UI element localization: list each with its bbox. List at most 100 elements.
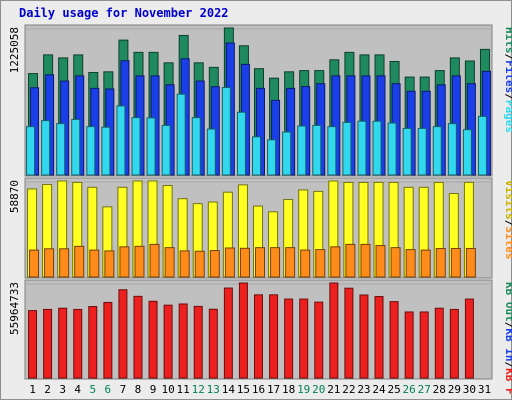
bar-pages-4 (71, 118, 81, 176)
x-tick-label-1: 1 (29, 383, 36, 396)
legend-top: Hits/Files/Pages (503, 27, 512, 133)
bar-pages-22 (342, 121, 352, 176)
bar-sites-26 (405, 249, 416, 278)
bar-kbytes-10 (163, 304, 173, 379)
legend-part: KB F (503, 368, 512, 395)
bar-pages-7 (116, 105, 126, 176)
bar-sites-7 (119, 246, 130, 278)
legend-part: / (503, 93, 512, 100)
x-tick-label-24: 24 (372, 383, 386, 396)
bar-pages-10 (161, 124, 171, 176)
x-tick-label-31: 31 (478, 383, 491, 396)
legend-part: Visits (503, 180, 512, 220)
bar-kbytes-3 (58, 307, 68, 379)
x-tick-label-15: 15 (237, 383, 250, 396)
bar-pages-28 (432, 126, 442, 176)
bar-sites-14 (224, 247, 235, 278)
chart-marks (26, 27, 491, 379)
bar-sites-30 (465, 247, 476, 278)
x-tick-label-10: 10 (161, 383, 174, 396)
bar-sites-24 (375, 245, 386, 278)
bar-sites-18 (285, 247, 296, 278)
bar-pages-25 (387, 122, 397, 176)
bar-sites-3 (59, 248, 70, 278)
bar-pages-11 (176, 93, 186, 176)
x-tick-label-12: 12 (192, 383, 205, 396)
bar-sites-20 (315, 249, 326, 278)
bar-pages-1 (26, 126, 36, 176)
bar-pages-2 (41, 120, 51, 176)
bar-pages-31 (477, 115, 487, 176)
x-tick-label-4: 4 (74, 383, 81, 396)
x-tick-label-25: 25 (387, 383, 400, 396)
x-tick-label-11: 11 (177, 383, 190, 396)
legend-part: Pages (503, 100, 512, 133)
bar-sites-8 (134, 245, 145, 278)
x-tick-label-5: 5 (89, 383, 96, 396)
bar-kbytes-18 (284, 298, 294, 379)
x-tick-label-2: 2 (44, 383, 51, 396)
x-tick-label-13: 13 (207, 383, 220, 396)
bar-pages-21 (327, 126, 337, 176)
bar-kbytes-17 (269, 294, 279, 379)
bar-sites-16 (255, 247, 265, 278)
y-max-label-hits-files-pages: 1225058 (8, 27, 21, 73)
x-tick-label-9: 9 (150, 383, 157, 396)
bar-pages-20 (312, 124, 322, 176)
bar-sites-4 (74, 245, 85, 278)
legend-bottom: KB Out/KB In/KB F (503, 282, 512, 395)
bar-kbytes-15 (238, 282, 248, 379)
bar-kbytes-7 (118, 289, 128, 379)
x-tick-label-27: 27 (418, 383, 431, 396)
bar-kbytes-1 (28, 310, 38, 379)
x-tick-label-18: 18 (282, 383, 295, 396)
bar-kbytes-20 (314, 301, 324, 379)
bar-kbytes-23 (359, 294, 369, 379)
bar-kbytes-14 (223, 287, 233, 379)
bar-sites-15 (239, 247, 250, 278)
bar-kbytes-11 (178, 303, 188, 379)
bar-pages-23 (357, 120, 367, 176)
bar-pages-6 (101, 126, 111, 176)
bar-kbytes-24 (374, 296, 384, 379)
bar-kbytes-19 (299, 298, 309, 379)
bar-kbytes-30 (464, 298, 474, 379)
bar-pages-15 (236, 111, 246, 176)
legend-part: Files (503, 60, 512, 93)
bar-kbytes-2 (43, 308, 53, 379)
bar-sites-2 (44, 248, 55, 278)
bar-kbytes-26 (404, 311, 414, 379)
x-tick-label-7: 7 (120, 383, 127, 396)
bar-sites-27 (420, 249, 431, 278)
bar-pages-13 (206, 128, 216, 176)
bar-sites-21 (330, 246, 341, 278)
bar-pages-12 (191, 117, 201, 176)
x-tick-label-22: 22 (342, 383, 355, 396)
x-tick-label-26: 26 (403, 383, 416, 396)
bar-kbytes-27 (419, 311, 429, 379)
bar-pages-29 (447, 123, 457, 176)
bar-sites-19 (300, 249, 311, 278)
bar-kbytes-5 (88, 306, 98, 379)
bar-pages-26 (402, 127, 412, 176)
x-tick-label-29: 29 (448, 383, 461, 396)
x-tick-label-17: 17 (267, 383, 280, 396)
x-tick-label-28: 28 (433, 383, 446, 396)
bar-kbytes-12 (193, 305, 203, 379)
legend-part: Hits (503, 27, 512, 54)
bar-kbytes-4 (73, 308, 83, 379)
legend-part: KB In (503, 328, 512, 361)
legend-middle: Visits/Sites (503, 180, 512, 260)
bar-pages-3 (56, 123, 66, 176)
bar-kbytes-9 (148, 300, 158, 379)
bar-pages-8 (131, 117, 141, 176)
y-max-label-visits-sites: 58870 (8, 180, 21, 213)
bar-kbytes-16 (254, 294, 263, 379)
bar-pages-17 (267, 139, 277, 176)
bar-sites-6 (104, 250, 115, 278)
bar-sites-1 (29, 249, 40, 278)
x-tick-label-30: 30 (463, 383, 476, 396)
bar-sites-28 (435, 247, 446, 278)
bar-kbytes-25 (389, 301, 399, 379)
